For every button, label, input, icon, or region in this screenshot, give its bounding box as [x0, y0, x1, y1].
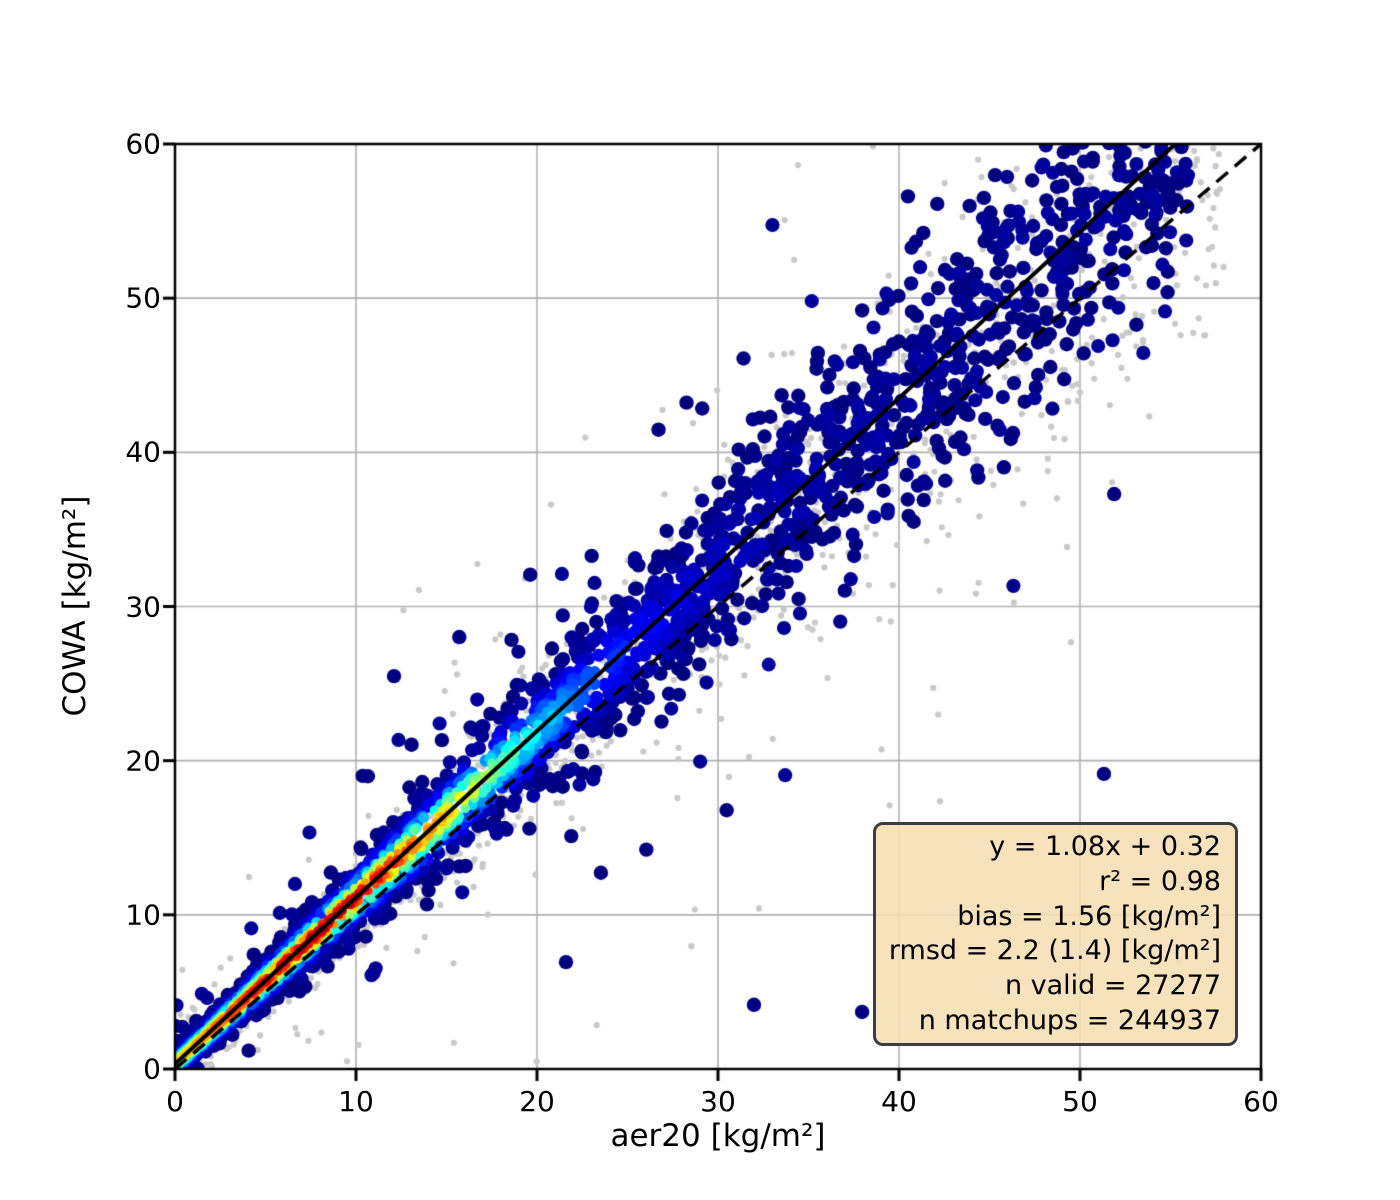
- y-tick-label: 10: [125, 898, 161, 932]
- y-tick-label: 20: [125, 744, 161, 778]
- x-tick-label: 20: [519, 1085, 555, 1118]
- x-tick-label: 60: [1243, 1085, 1279, 1118]
- x-axis-label: aer20 [kg/m²]: [610, 1118, 826, 1154]
- y-tick-label: 30: [125, 590, 161, 623]
- y-axis-label: COWA [kg/m²]: [57, 495, 93, 717]
- x-tick-label: 40: [881, 1085, 917, 1118]
- stats-line: n valid = 27277: [1004, 969, 1221, 1001]
- stats-line: n matchups = 244937: [918, 1004, 1221, 1036]
- stats-line: rmsd = 2.2 (1.4) [kg/m²]: [888, 935, 1221, 967]
- y-tick-label: 60: [125, 127, 161, 161]
- stats-annotation-box: y = 1.08x + 0.32 r² = 0.98 bias = 1.56 [kg…: [873, 822, 1238, 1046]
- x-tick-label: 50: [1062, 1085, 1098, 1118]
- y-tick-label: 50: [125, 281, 161, 315]
- x-tick-label: 0: [166, 1085, 184, 1118]
- y-tick-label: 40: [125, 435, 161, 469]
- x-tick-label: 30: [700, 1085, 736, 1118]
- y-tick-label: 0: [143, 1052, 161, 1086]
- stats-line: r² = 0.98: [1099, 865, 1221, 897]
- stats-line: y = 1.08x + 0.32: [989, 831, 1221, 863]
- stats-line: bias = 1.56 [kg/m²]: [957, 900, 1221, 932]
- x-tick-label: 10: [338, 1085, 374, 1118]
